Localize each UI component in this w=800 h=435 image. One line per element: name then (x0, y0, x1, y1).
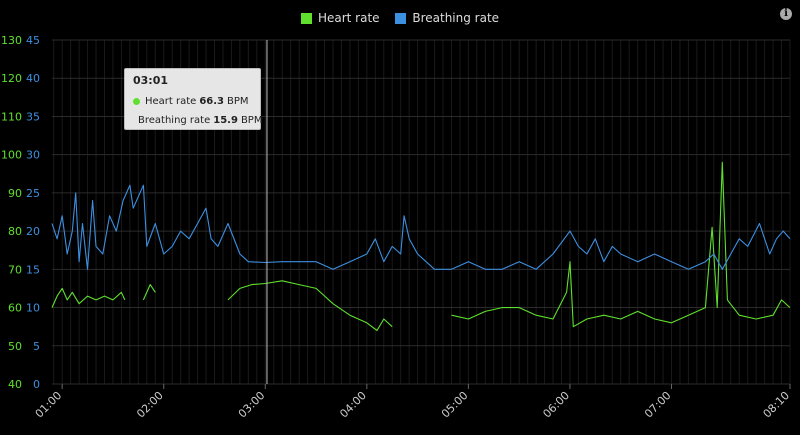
y-tick-right: 40 (26, 72, 40, 85)
tooltip: 03:01 Heart rate 66.3 BPM Breathing rate… (124, 68, 262, 130)
y-tick-right: 0 (33, 378, 40, 391)
y-tick-left: 60 (8, 302, 22, 315)
tooltip-heart-value: 66.3 (199, 96, 225, 107)
y-tick-left: 100 (1, 149, 22, 162)
tooltip-heart-dot (133, 98, 140, 105)
x-tick-label: 05:00 (439, 389, 471, 421)
y-tick-left: 50 (8, 340, 22, 353)
legend: Heart rate Breathing rate (0, 11, 800, 27)
x-tick-label: 02:00 (134, 389, 166, 421)
tooltip-breath-row: Breathing rate 15.9 BPM (133, 111, 262, 130)
y-tick-left: 120 (1, 72, 22, 85)
x-tick-label: 06:00 (540, 389, 572, 421)
legend-swatch-breathing-rate (395, 12, 407, 24)
tooltip-heart-label: Heart rate (145, 96, 197, 107)
series-line-breathing-rate[interactable] (51, 184, 791, 270)
y-tick-left: 70 (8, 263, 22, 276)
x-tick-label: 03:00 (236, 389, 268, 421)
y-tick-left: 110 (1, 110, 22, 123)
legend-item-heart-rate[interactable]: Heart rate (300, 11, 380, 25)
series-layer (51, 161, 791, 332)
y-tick-left: 130 (1, 34, 22, 47)
y-tick-right: 25 (26, 187, 40, 200)
x-tick-label: 01:00 (33, 389, 65, 421)
y-tick-right: 10 (26, 302, 40, 315)
y-tick-right: 15 (26, 263, 40, 276)
tooltip-time: 03:01 (133, 74, 169, 87)
legend-item-breathing-rate[interactable]: Breathing rate (395, 11, 499, 25)
tooltip-heart-unit: BPM (227, 96, 249, 107)
series-line-heart-rate[interactable] (51, 161, 791, 332)
y-tick-right: 20 (26, 225, 40, 238)
y-tick-right: 5 (33, 340, 40, 353)
tooltip-heart-row: Heart rate 66.3 BPM (133, 92, 252, 111)
right-axis: 0 5 10 15 20 25 30 35 40 45 (26, 34, 40, 391)
legend-label-breathing-rate: Breathing rate (412, 11, 500, 25)
legend-label-heart-rate: Heart rate (317, 11, 380, 25)
tooltip-breath-value: 15.9 (213, 115, 238, 126)
tooltip-breath-label: Breathing rate (138, 115, 211, 126)
tooltip-breath-unit: BPM (240, 115, 263, 126)
y-tick-left: 90 (8, 187, 22, 200)
info-icon[interactable]: i (780, 8, 792, 20)
x-axis: 01:00 02:00 03:00 04:00 05:00 06:00 07:00 08:10 (33, 384, 792, 421)
y-tick-left: 80 (8, 225, 22, 238)
x-tick-label: 04:00 (337, 389, 369, 421)
legend-swatch-heart-rate (300, 12, 312, 24)
y-tick-right: 30 (26, 149, 40, 162)
y-tick-left: 40 (8, 378, 22, 391)
y-tick-right: 35 (26, 110, 40, 123)
x-tick-label: 07:00 (642, 389, 674, 421)
x-tick-label: 08:10 (761, 389, 793, 421)
y-tick-right: 45 (26, 34, 40, 47)
left-axis: 40 50 60 70 80 90 100 110 120 130 (1, 34, 22, 391)
